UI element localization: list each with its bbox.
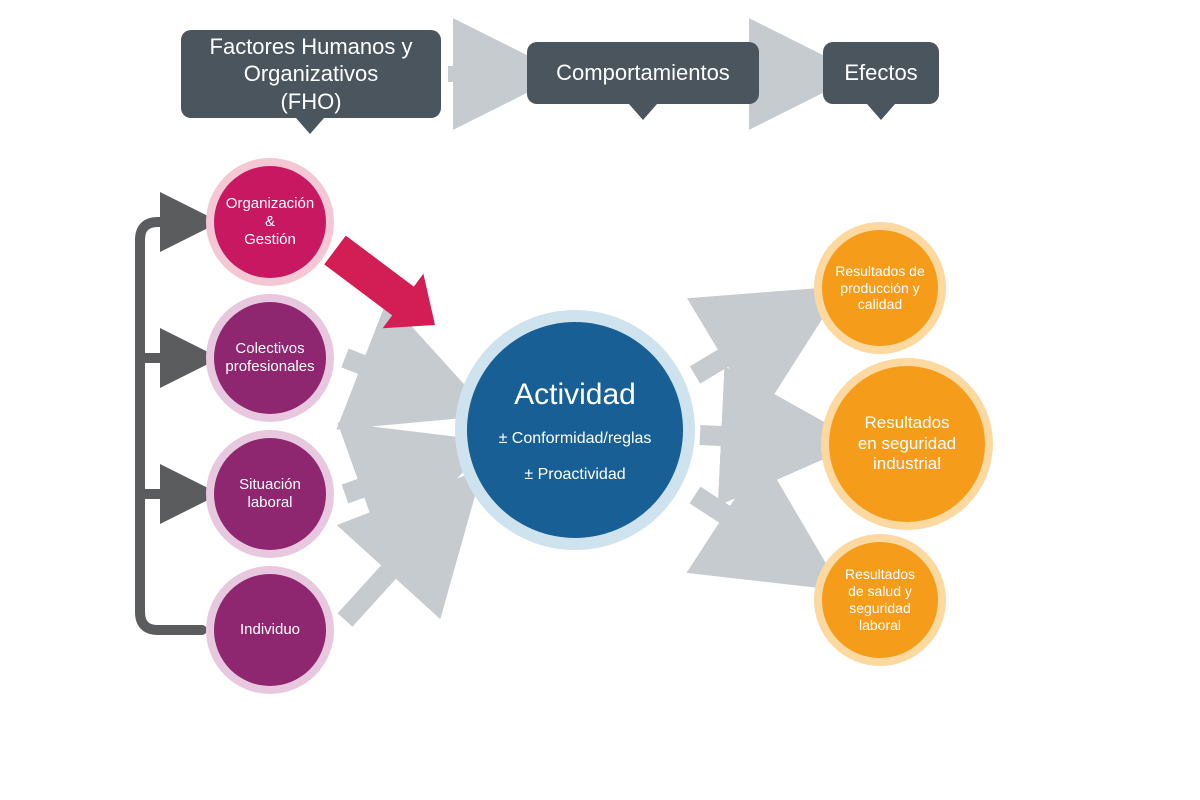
- header-pointer-comp: [629, 104, 657, 120]
- center-title: Actividad: [514, 374, 636, 416]
- center-activity: Actividad ± Conformidad/reglas ± Proactivi…: [455, 310, 695, 550]
- result-label: Resultados de producción y calidad: [827, 263, 933, 313]
- factor-org-inner: Organización & Gestión: [214, 166, 326, 278]
- input-arrow-2: [345, 510, 445, 620]
- factor-col: Colectivos profesionales: [206, 294, 334, 422]
- input-arrow-1: [345, 460, 440, 494]
- result-label: Resultados en seguridad industrial: [850, 413, 964, 474]
- center-activity-inner: Actividad ± Conformidad/reglas ± Proactivi…: [467, 322, 683, 538]
- header-box-fho: Factores Humanos y Organizativos (FHO): [181, 30, 441, 118]
- factor-label: Situación laboral: [231, 476, 309, 512]
- result-sal-inner: Resultados de salud y seguridad laboral: [822, 542, 938, 658]
- feedback-trunk: [140, 222, 202, 630]
- center-sub1: ± Conformidad/reglas: [499, 428, 652, 450]
- factor-ind-inner: Individuo: [214, 574, 326, 686]
- result-prod-inner: Resultados de producción y calidad: [822, 230, 938, 346]
- input-arrow-0: [345, 358, 440, 395]
- header-label: Comportamientos: [556, 59, 730, 87]
- header-box-comp: Comportamientos: [527, 42, 759, 104]
- output-arrow-2: [695, 495, 795, 560]
- result-seg: Resultados en seguridad industrial: [821, 358, 993, 530]
- factor-label: Organización & Gestión: [218, 195, 322, 249]
- header-label: Factores Humanos y Organizativos (FHO): [210, 33, 413, 116]
- result-sal: Resultados de salud y seguridad laboral: [814, 534, 946, 666]
- result-prod: Resultados de producción y calidad: [814, 222, 946, 354]
- header-pointer-fho: [296, 118, 324, 134]
- factor-sit-inner: Situación laboral: [214, 438, 326, 550]
- result-seg-inner: Resultados en seguridad industrial: [829, 366, 985, 522]
- header-pointer-efec: [867, 104, 895, 120]
- factor-sit: Situación laboral: [206, 430, 334, 558]
- factor-ind: Individuo: [206, 566, 334, 694]
- result-label: Resultados de salud y seguridad laboral: [837, 566, 923, 633]
- header-box-efec: Efectos: [823, 42, 939, 104]
- header-label: Efectos: [844, 59, 917, 87]
- output-arrow-1: [700, 435, 805, 440]
- output-arrow-0: [695, 315, 795, 375]
- factor-label: Colectivos profesionales: [217, 340, 322, 376]
- factor-org: Organización & Gestión: [206, 158, 334, 286]
- center-body: Actividad ± Conformidad/reglas ± Proactivi…: [499, 374, 652, 487]
- diagram-stage: Factores Humanos y Organizativos (FHO) Co…: [0, 0, 1200, 800]
- factor-label: Individuo: [232, 621, 308, 639]
- emphasis-arrow: [324, 236, 435, 329]
- center-sub2: ± Proactividad: [524, 464, 625, 486]
- factor-col-inner: Colectivos profesionales: [214, 302, 326, 414]
